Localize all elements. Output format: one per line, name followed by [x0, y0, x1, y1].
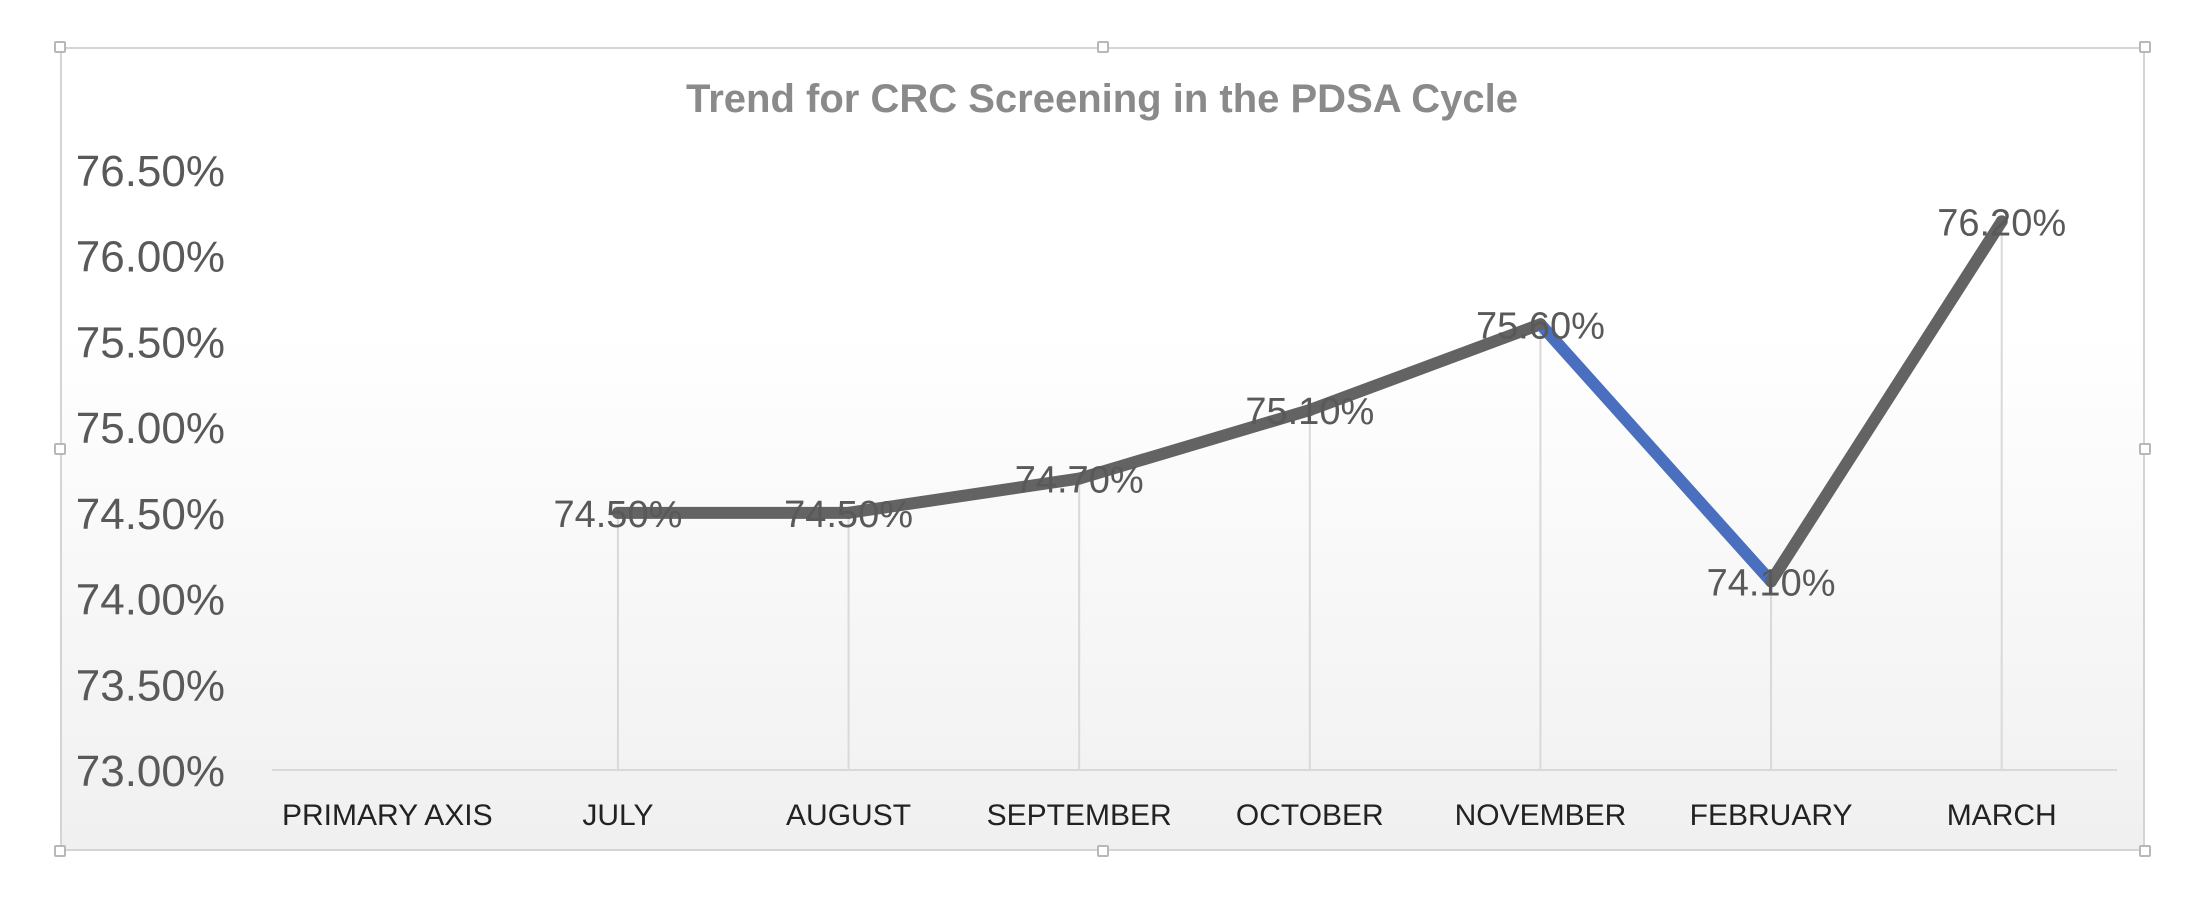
y-tick-label: 75.50% [76, 318, 225, 367]
data-point-november[interactable] [1534, 318, 1547, 331]
data-point-august[interactable] [842, 506, 855, 519]
x-tick-label-august: AUGUST [786, 799, 911, 832]
x-tick-label-primary-axis: PRIMARY AXIS [282, 799, 493, 832]
data-point-september[interactable] [1073, 472, 1086, 485]
data-labels: 74.50% 74.50% 74.70% 75.10% 75.60% 74.10% 76.2… [553, 202, 2066, 604]
line-segment-february-to-march[interactable] [1765, 215, 2008, 588]
x-tick-label-november: NOVEMBER [1455, 799, 1627, 832]
line-segment-september-to-october[interactable] [1073, 404, 1316, 485]
y-axis: 73.00% 73.50% 74.00% 74.50% 75.00% 75.50% 76.0… [76, 147, 225, 796]
data-label-september: 74.70% [1015, 460, 1144, 502]
x-tick-label-march: MARCH [1947, 799, 2057, 832]
data-label-august: 74.50% [784, 494, 913, 536]
x-tick-label-october: OCTOBER [1236, 799, 1384, 832]
series-line [611, 215, 2008, 588]
y-tick-label: 73.50% [76, 661, 225, 710]
y-tick-label: 74.00% [76, 576, 225, 625]
data-point-march[interactable] [1995, 215, 2008, 228]
resize-handle-bottom-left[interactable] [54, 845, 66, 857]
line-segment-november-to-february[interactable] [1534, 318, 1778, 588]
y-tick-label: 76.00% [76, 233, 225, 282]
resize-handle-bottom-right[interactable] [2139, 845, 2151, 857]
x-axis: PRIMARY AXIS JULY AUGUST SEPTEMBER OCTOBER NO… [272, 769, 2117, 832]
y-tick-label: 76.50% [76, 147, 225, 196]
resize-handle-top-right[interactable] [2139, 41, 2151, 53]
resize-handle-top-center[interactable] [1097, 41, 1109, 53]
data-label-november: 75.60% [1476, 305, 1605, 347]
line-segment-october-to-november[interactable] [1303, 318, 1547, 416]
y-tick-label: 73.00% [76, 747, 225, 796]
data-point-october[interactable] [1303, 404, 1316, 416]
data-label-february: 74.10% [1707, 562, 1836, 604]
line-segment-august-to-september[interactable] [842, 472, 1086, 519]
resize-handle-middle-right[interactable] [2139, 443, 2151, 455]
x-tick-label-september: SEPTEMBER [987, 799, 1172, 832]
data-point-july[interactable] [611, 506, 624, 519]
x-tick-label-february: FEBRUARY [1690, 799, 1853, 832]
chart-frame[interactable] [60, 47, 2145, 851]
resize-handle-top-left[interactable] [54, 41, 66, 53]
data-label-october: 75.10% [1245, 391, 1374, 433]
resize-handle-bottom-center[interactable] [1097, 845, 1109, 857]
y-tick-label: 74.50% [76, 490, 225, 539]
resize-handle-middle-left[interactable] [54, 443, 66, 455]
data-label-march: 76.20% [1937, 202, 2066, 244]
x-tick-label-july: JULY [582, 799, 653, 832]
gridlines [616, 221, 2003, 770]
data-label-july: 74.50% [553, 494, 682, 536]
data-point-february[interactable] [1765, 575, 1778, 588]
chart-title: Trend for CRC Screening in the PDSA Cycl… [686, 77, 1518, 121]
y-tick-label: 75.00% [76, 404, 225, 453]
